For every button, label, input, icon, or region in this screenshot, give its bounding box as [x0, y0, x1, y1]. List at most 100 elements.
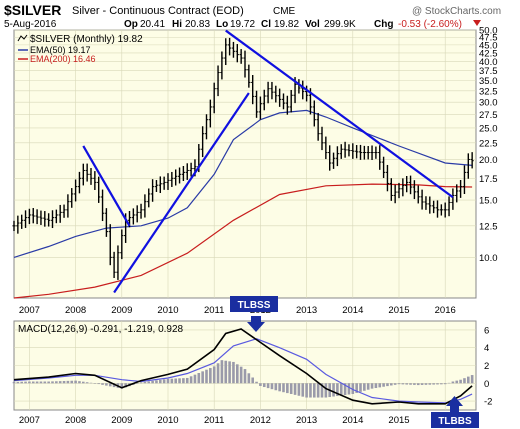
- price-bar: [93, 171, 97, 190]
- histogram-bar: [405, 383, 408, 385]
- price-y-tick: 12.5: [479, 221, 498, 232]
- low-label: Lo: [216, 19, 228, 30]
- histogram-bar: [305, 383, 308, 398]
- price-bar: [370, 145, 374, 160]
- histogram-bar: [332, 383, 335, 397]
- price-bar: [439, 204, 443, 216]
- x-tick-label: 2014: [342, 415, 363, 426]
- histogram-bar: [108, 383, 112, 387]
- x-tick-label: 2008: [65, 415, 86, 426]
- price-bar: [112, 251, 116, 278]
- x-tick-label: 2011: [204, 305, 224, 316]
- histogram-bar: [147, 381, 151, 384]
- histogram-bar: [266, 383, 270, 389]
- price-y-tick: 50.0: [479, 26, 498, 37]
- price-y-tick: 25.0: [479, 123, 498, 134]
- histogram-bar: [220, 360, 224, 384]
- price-bar: [316, 112, 320, 141]
- histogram-bar: [370, 383, 374, 389]
- price-grid: [14, 29, 476, 298]
- histogram-bar: [282, 383, 285, 393]
- histogram-bar: [259, 383, 262, 386]
- price-bar: [470, 152, 474, 169]
- price-bar: [432, 200, 436, 214]
- histogram-bar: [382, 383, 385, 387]
- histogram-bar: [313, 383, 316, 398]
- x-tick-label: 2009: [111, 415, 132, 426]
- price-bar: [401, 178, 405, 197]
- macd-y-axis: -2 0 2 4 6: [484, 325, 492, 407]
- histogram-bar: [82, 381, 85, 384]
- histogram-bar: [470, 375, 474, 384]
- price-bar: [331, 152, 336, 169]
- price-y-tick: 30.0: [479, 98, 498, 109]
- price-bar: [139, 203, 143, 219]
- macd-y-tick: 2: [484, 361, 489, 372]
- price-bar: [231, 41, 236, 58]
- histogram-bar: [47, 381, 50, 384]
- x-tick-label: 2013: [296, 305, 317, 316]
- price-bar: [170, 171, 174, 187]
- price-bar: [408, 175, 413, 195]
- price-bar: [416, 185, 420, 204]
- price-y-tick: 45.0: [479, 40, 498, 51]
- price-bar: [374, 146, 378, 159]
- price-bar: [74, 179, 78, 202]
- high-value: 20.83: [185, 19, 210, 30]
- price-bar: [77, 171, 82, 194]
- price-bar: [335, 146, 339, 167]
- histogram-bar: [336, 383, 339, 397]
- x-tick-label: 2010: [157, 415, 178, 426]
- price-bar: [204, 114, 209, 140]
- price-bar: [224, 38, 228, 66]
- x-tick-label: 2012: [250, 415, 271, 426]
- price-bar: [216, 65, 220, 97]
- histogram-bar: [58, 381, 62, 384]
- price-bar: [81, 163, 85, 186]
- price-y-tick: 32.5: [479, 86, 498, 97]
- histogram-bar: [239, 366, 243, 384]
- price-bar: [443, 202, 447, 218]
- histogram-bar: [62, 381, 66, 384]
- price-bar: [382, 156, 386, 178]
- price-bar: [274, 85, 278, 103]
- price-bar: [58, 204, 62, 223]
- quote-date: 5-Aug-2016: [4, 19, 57, 30]
- histogram-bar: [432, 383, 435, 385]
- price-bar: [23, 210, 28, 228]
- price-bar: [151, 179, 155, 202]
- histogram-bar: [28, 381, 31, 384]
- histogram-bar: [270, 383, 274, 390]
- price-bar: [185, 163, 189, 180]
- price-bar: [31, 208, 35, 224]
- x-tick-label: 2015: [388, 305, 409, 316]
- price-bar: [220, 51, 224, 80]
- histogram-bar: [170, 378, 174, 384]
- price-bar: [358, 144, 363, 160]
- price-bar: [120, 229, 124, 260]
- price-bar: [289, 89, 293, 113]
- price-bar: [189, 162, 193, 177]
- price-bar: [328, 145, 332, 171]
- x-tick-label: 2007: [19, 415, 40, 426]
- price-bar: [278, 88, 282, 107]
- price-bar: [212, 82, 216, 114]
- exchange: CME: [273, 6, 296, 17]
- price-bar: [158, 176, 162, 193]
- price-legend-icon: [17, 34, 28, 42]
- macd-y-tick: 4: [484, 343, 489, 354]
- trendline: [82, 145, 131, 227]
- histogram-bar: [289, 383, 293, 394]
- price-bar: [339, 144, 343, 159]
- histogram-bar: [151, 380, 154, 384]
- price-bar: [459, 180, 463, 198]
- histogram-bar: [440, 383, 443, 385]
- price-bar: [62, 204, 66, 218]
- histogram-bar: [70, 380, 74, 384]
- histogram-bar: [182, 378, 185, 384]
- histogram-bar: [224, 360, 228, 384]
- histogram-bar: [93, 383, 97, 384]
- histogram-bar: [185, 377, 189, 384]
- histogram-bar: [297, 383, 301, 396]
